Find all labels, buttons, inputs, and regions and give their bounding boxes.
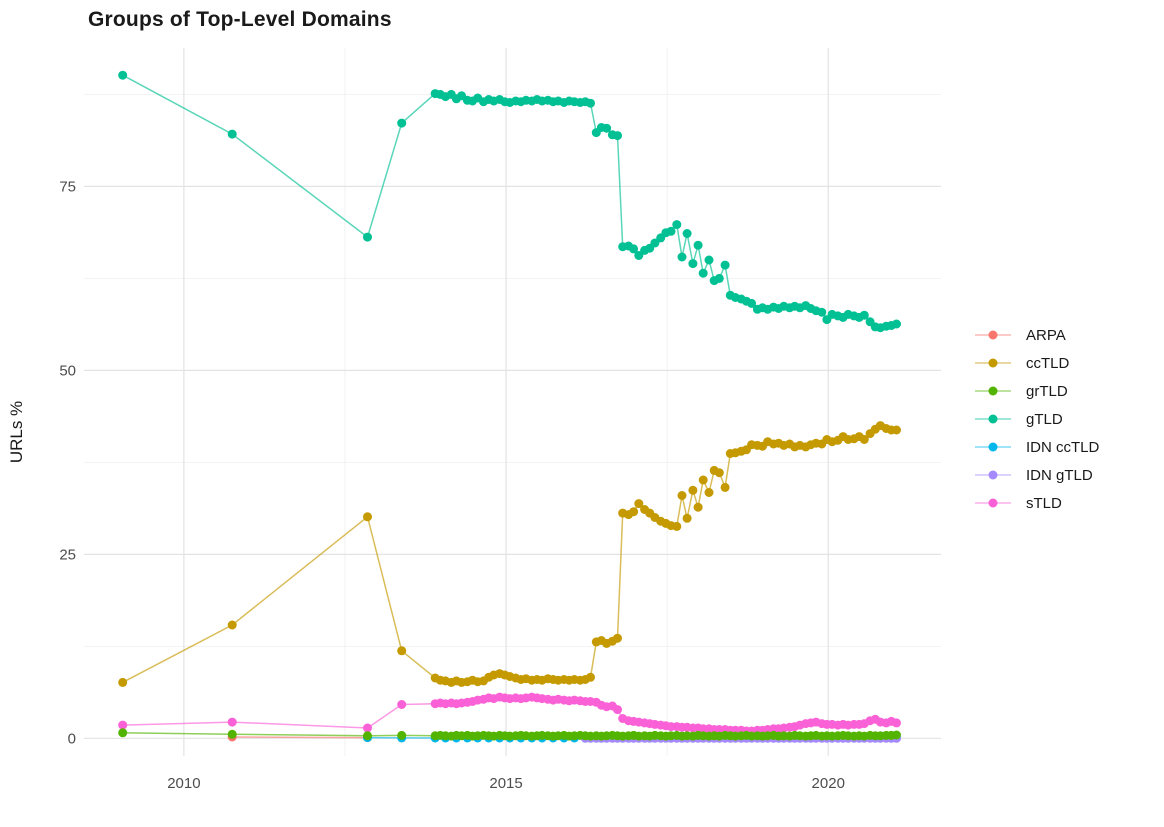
legend-item-gtld: gTLD bbox=[975, 411, 1063, 428]
legend-key-point bbox=[988, 414, 998, 424]
data-point bbox=[629, 244, 639, 254]
legend-item-cctld: ccTLD bbox=[975, 355, 1070, 372]
data-point bbox=[629, 507, 639, 517]
data-point bbox=[817, 307, 827, 317]
data-point bbox=[397, 118, 407, 128]
data-point bbox=[892, 425, 901, 435]
data-point bbox=[698, 268, 708, 278]
data-point bbox=[704, 488, 714, 497]
legend-key-point bbox=[988, 470, 998, 480]
series-cctld bbox=[118, 421, 901, 687]
series-grtld bbox=[118, 728, 901, 741]
data-point bbox=[363, 232, 372, 242]
legend-item-idn-cctld: IDN ccTLD bbox=[975, 439, 1100, 456]
data-point bbox=[747, 298, 757, 308]
chart-title: Groups of Top-Level Domains bbox=[88, 8, 392, 31]
data-point bbox=[118, 720, 128, 730]
data-point bbox=[613, 705, 622, 715]
data-point bbox=[118, 677, 128, 687]
data-point bbox=[118, 70, 128, 80]
data-point bbox=[613, 131, 622, 141]
data-point bbox=[227, 717, 237, 727]
gridlines bbox=[84, 48, 941, 756]
data-point bbox=[677, 252, 687, 262]
series-stld bbox=[118, 692, 901, 736]
legend-key-point bbox=[988, 330, 998, 340]
legend-item-stld: sTLD bbox=[975, 495, 1062, 512]
data-point bbox=[859, 435, 869, 444]
y-tick-label: 50 bbox=[59, 362, 76, 379]
x-tick-label: 2010 bbox=[167, 775, 200, 792]
legend: ARPA ccTLD grTLD gTLD IDN ccTLD IDN gTLD sTLD bbox=[975, 327, 1100, 512]
data-point bbox=[892, 730, 901, 740]
data-point bbox=[397, 700, 407, 709]
data-point bbox=[698, 475, 708, 485]
data-point bbox=[586, 672, 595, 682]
data-point bbox=[714, 273, 724, 283]
y-tick-label: 25 bbox=[59, 546, 76, 563]
legend-label: IDN ccTLD bbox=[1026, 439, 1100, 456]
series-line bbox=[232, 736, 368, 739]
legend-key-point bbox=[988, 386, 998, 396]
y-axis-title: URLs % bbox=[7, 401, 26, 463]
y-tick-label: 75 bbox=[59, 178, 76, 195]
data-point bbox=[227, 729, 237, 739]
data-point bbox=[693, 502, 703, 512]
legend-key-point bbox=[988, 498, 998, 508]
legend-label: IDN gTLD bbox=[1026, 467, 1093, 484]
legend-item-grtld: grTLD bbox=[975, 383, 1068, 400]
legend-label: sTLD bbox=[1026, 495, 1062, 512]
data-point bbox=[704, 255, 714, 265]
data-point bbox=[586, 98, 595, 108]
data-point bbox=[682, 229, 692, 238]
data-point bbox=[397, 646, 407, 656]
axis-labels: 0 25 50 75 2010 2015 2020 URLs % bbox=[7, 178, 845, 792]
data-point bbox=[363, 731, 372, 741]
legend-label: ccTLD bbox=[1026, 355, 1070, 372]
data-point bbox=[118, 728, 128, 738]
legend-key-point bbox=[988, 442, 998, 452]
data-point bbox=[227, 129, 237, 139]
legend-label: grTLD bbox=[1026, 383, 1068, 400]
data-point bbox=[720, 482, 730, 492]
data-point bbox=[672, 521, 682, 531]
data-point bbox=[634, 499, 644, 509]
data-point bbox=[363, 723, 372, 733]
data-point bbox=[892, 319, 901, 329]
data-point bbox=[613, 633, 622, 643]
data-point bbox=[397, 730, 407, 740]
series-line bbox=[122, 74, 897, 329]
data-point bbox=[859, 310, 869, 320]
data-point bbox=[602, 123, 612, 133]
data-point bbox=[666, 226, 676, 236]
data-point bbox=[227, 620, 237, 630]
series-gtld bbox=[118, 70, 901, 333]
data-point bbox=[672, 220, 682, 230]
x-tick-label: 2020 bbox=[812, 775, 845, 792]
legend-label: gTLD bbox=[1026, 411, 1063, 428]
legend-item-idn-gtld: IDN gTLD bbox=[975, 467, 1093, 484]
data-point bbox=[363, 512, 372, 522]
data-point bbox=[892, 718, 901, 728]
y-tick-label: 0 bbox=[68, 730, 76, 747]
data-point bbox=[677, 491, 687, 500]
data-point bbox=[682, 513, 692, 523]
data-point bbox=[693, 240, 703, 250]
legend-item-arpa: ARPA bbox=[975, 327, 1066, 344]
data-point bbox=[714, 468, 724, 478]
data-point bbox=[688, 259, 698, 269]
data-point bbox=[634, 251, 644, 260]
data-point bbox=[650, 238, 660, 248]
x-tick-label: 2015 bbox=[489, 775, 522, 792]
legend-key-point bbox=[988, 358, 998, 368]
data-point bbox=[688, 485, 698, 495]
legend-label: ARPA bbox=[1026, 327, 1066, 344]
data-point bbox=[720, 260, 730, 270]
